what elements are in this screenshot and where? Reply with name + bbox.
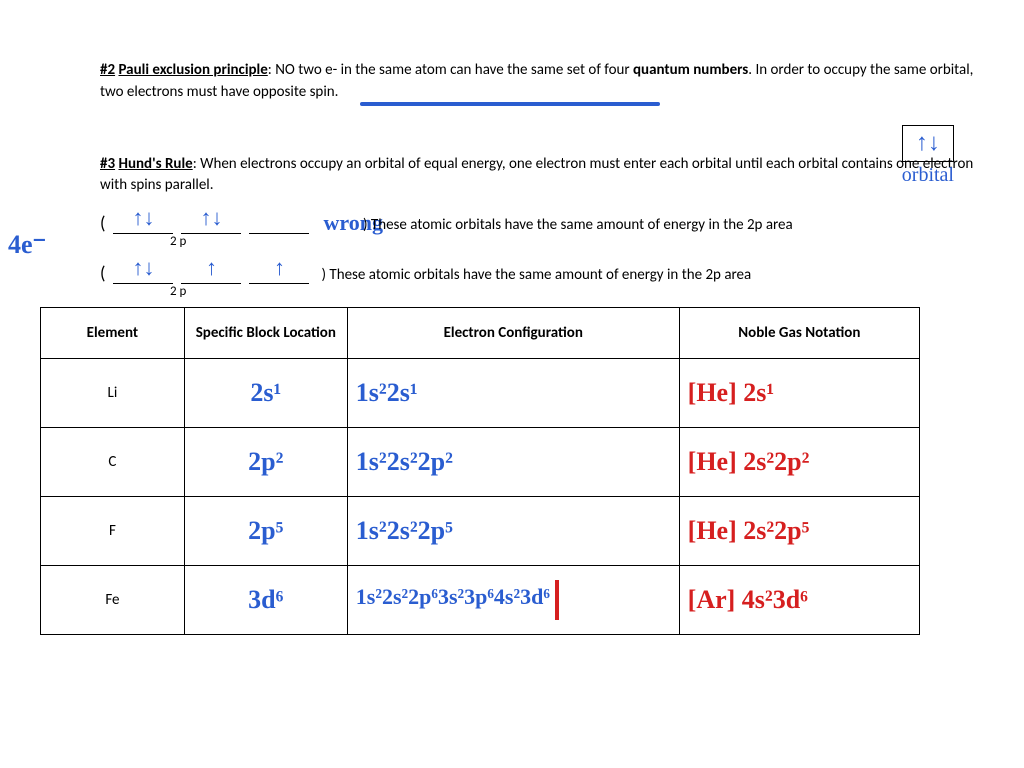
table-row: F 2p⁵ 1s²2s²2p⁵ [He] 2s²2p⁵ xyxy=(41,497,920,566)
cell-econfig: 1s²2s¹ xyxy=(356,380,418,406)
sublabel-2p: 2 p xyxy=(170,234,984,249)
section-2-text-a: : NO two e- in the same atom can have th… xyxy=(268,61,633,79)
orbital-box-diagram: ↑↓ orbital xyxy=(902,125,954,187)
section-3: #3 Hund's Rule: When electrons occupy an… xyxy=(100,154,984,198)
col-econfig: Electron Configuration xyxy=(347,308,679,359)
cell-element: F xyxy=(41,497,185,566)
section-2-title: Pauli exclusion principle xyxy=(118,61,267,79)
orbital-blank: ↑↓ xyxy=(113,205,173,234)
cell-block: 2p² xyxy=(248,449,283,475)
cell-noblegas: [He] 2s²2p² xyxy=(688,449,810,475)
section-2-text-b: . In order to occupy the same orbital, xyxy=(748,61,973,79)
col-block: Specific Block Location xyxy=(184,308,347,359)
orbital-caption: ) These atomic orbitals have the same am… xyxy=(363,216,793,234)
section-2: #2 Pauli exclusion principle: NO two e- … xyxy=(100,60,984,106)
section-3-body: : When electrons occupy an orbital of eq… xyxy=(100,155,973,195)
cell-noblegas: [He] 2s¹ xyxy=(688,380,775,406)
orbital-blank: ↑ xyxy=(181,255,241,284)
cell-econfig: 1s²2s²2p⁶3s²3p⁶4s²3d⁶ xyxy=(356,586,550,608)
orbital-line-right: ( ↑↓ ↑ ↑ ) These atomic orbitals have th… xyxy=(100,255,984,284)
orbital-caption: ) These atomic orbitals have the same am… xyxy=(321,266,751,284)
section-2-num: #2 xyxy=(100,61,115,79)
section-2-tail: . xyxy=(335,83,339,101)
cell-noblegas: [Ar] 4s²3d⁶ xyxy=(688,587,808,613)
hand-underline xyxy=(360,102,660,106)
sublabel-2p: 2 p xyxy=(170,284,984,299)
cell-noblegas: [He] 2s²2p⁵ xyxy=(688,518,810,544)
cell-block: 2s¹ xyxy=(250,380,281,406)
orbital-blank: ↑↓ xyxy=(181,205,241,234)
orbital-line-wrong: ( ↑↓ ↑↓ wrong ) These atomic orbitals ha… xyxy=(100,205,984,234)
orbital-blank: ↑↓ xyxy=(113,255,173,284)
cell-block: 2p⁵ xyxy=(248,518,283,544)
col-element: Element xyxy=(41,308,185,359)
col-noblegas: Noble Gas Notation xyxy=(679,308,919,359)
section-3-num: #3 xyxy=(100,155,115,173)
table-header-row: Element Specific Block Location Electron… xyxy=(41,308,920,359)
cell-econfig: 1s²2s²2p² xyxy=(356,449,453,475)
margin-annotation: 4e⁻ xyxy=(8,230,46,260)
section-2-underlined: two electrons must have opposite spin xyxy=(100,83,335,101)
section-3-title: Hund's Rule xyxy=(118,155,192,173)
orbital-arrows: ↑↓ xyxy=(902,125,954,162)
cell-element: C xyxy=(41,428,185,497)
section-2-bold: quantum numbers xyxy=(633,61,748,79)
orbital-blank xyxy=(249,231,309,234)
table-row: Fe 3d⁶ 1s²2s²2p⁶3s²3p⁶4s²3d⁶ [Ar] 4s²3d⁶ xyxy=(41,566,920,635)
orbital-examples: ( ↑↓ ↑↓ wrong ) These atomic orbitals ha… xyxy=(100,205,984,299)
cell-element: Fe xyxy=(41,566,185,635)
table-row: Li 2s¹ 1s²2s¹ [He] 2s¹ xyxy=(41,359,920,428)
table-row: C 2p² 1s²2s²2p² [He] 2s²2p² xyxy=(41,428,920,497)
electron-config-table: Element Specific Block Location Electron… xyxy=(40,307,920,635)
orbital-label: orbital xyxy=(902,164,954,187)
worksheet-page: 4e⁻ ↑↓ orbital #2 Pauli exclusion princi… xyxy=(0,0,1024,635)
cell-element: Li xyxy=(41,359,185,428)
cell-econfig: 1s²2s²2p⁵ xyxy=(356,518,453,544)
cell-block: 3d⁶ xyxy=(248,587,283,613)
red-bar-icon xyxy=(555,580,559,620)
orbital-blank: ↑ xyxy=(249,255,309,284)
